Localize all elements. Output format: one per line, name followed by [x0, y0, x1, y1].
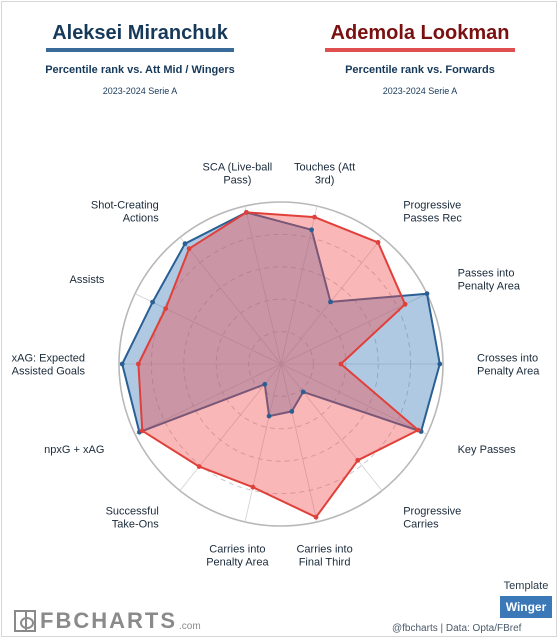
- data-point: [415, 427, 421, 433]
- category-label-line: Penalty Area: [458, 281, 521, 293]
- logo-mark-icon: [14, 610, 36, 632]
- category-label: npxG + xAG: [44, 444, 104, 456]
- data-point: [437, 361, 443, 367]
- data-point: [186, 246, 192, 252]
- data-point: [312, 214, 317, 220]
- spoke-8: [280, 363, 318, 523]
- player1-subtitle: Percentile rank vs. Att Mid / Wingers: [45, 64, 235, 76]
- category-label-line: Shot-Creating: [91, 199, 159, 211]
- category-label-line: Passes Rec: [403, 212, 462, 224]
- category-label-line: Passes into: [458, 268, 515, 280]
- data-point: [139, 428, 145, 434]
- spoke-6: [280, 363, 428, 435]
- data-credit: @fbcharts | Data: Opta/FBref: [392, 623, 522, 634]
- category-label-line: Penalty Area: [206, 557, 269, 569]
- player2-header: Ademola Lookman Percentile rank vs. Forw…: [300, 20, 540, 96]
- category-label-line: Key Passes: [458, 444, 517, 456]
- category-label-line: Take-Ons: [112, 519, 160, 531]
- category-label: Touches (Att 3rd): [294, 161, 355, 186]
- category-label-line: Actions: [123, 212, 160, 224]
- category-label-line: SCA (Live-ball: [203, 161, 273, 173]
- player2-subtitle: Percentile rank vs. Forwards: [345, 64, 495, 76]
- player1-name: Aleksei Miranchuk: [46, 20, 234, 52]
- player1-season: 2023-2024 Serie A: [102, 86, 178, 96]
- data-point: [424, 291, 430, 297]
- data-point: [250, 484, 256, 490]
- series-points-player2: [136, 210, 421, 520]
- spoke-14: [179, 237, 282, 365]
- category-label-line: Pass): [223, 174, 251, 186]
- category-label: Progressive Carries: [403, 506, 461, 531]
- category-label-line: Progressive: [403, 506, 461, 518]
- category-label-line: Assisted Goals: [12, 366, 86, 378]
- category-label: Passes into Penalty Area: [458, 268, 521, 293]
- category-label: Successful Take-Ons: [106, 506, 160, 531]
- category-label: SCA (Live-ball Pass): [203, 161, 273, 186]
- player2-season: 2023-2024 Serie A: [382, 86, 458, 96]
- data-point: [309, 227, 314, 233]
- spoke-2: [280, 205, 318, 365]
- category-label-line: Progressive: [403, 199, 461, 211]
- data-point: [262, 381, 268, 387]
- fbcharts-logo: FBCHARTS .com: [14, 606, 201, 632]
- data-point: [328, 299, 333, 305]
- category-label-line: xAG: Expected: [12, 353, 85, 365]
- spoke-9: [244, 363, 282, 523]
- logo-text: FBCHARTS: [40, 608, 177, 633]
- data-point: [338, 361, 344, 367]
- category-label-line: Final Third: [299, 557, 351, 569]
- category-label-line: Penalty Area: [477, 366, 540, 378]
- category-label-line: Assists: [70, 274, 105, 286]
- spoke-1: [244, 205, 282, 365]
- category-labels: SCA (Live-ball Pass) Touches (Att 3rd) Progr…: [12, 161, 541, 568]
- data-point: [300, 389, 306, 395]
- spoke-7: [280, 363, 383, 491]
- data-point: [375, 240, 381, 245]
- category-label: Carries into Penalty Area: [206, 544, 269, 569]
- logo-suffix: .com: [179, 621, 201, 632]
- template-badge: Winger: [500, 596, 552, 618]
- category-label: xAG: Expected Assisted Goals: [12, 353, 86, 378]
- category-label-line: Successful: [106, 506, 159, 518]
- data-point: [289, 409, 295, 414]
- spoke-13: [134, 293, 282, 365]
- data-point: [244, 210, 249, 215]
- data-point: [402, 301, 408, 307]
- category-label: Assists: [70, 274, 105, 286]
- category-label: Progressive Passes Rec: [403, 199, 462, 224]
- category-label-line: Touches (Att: [294, 161, 355, 173]
- category-label-line: Carries into: [209, 544, 265, 556]
- category-label: Key Passes: [458, 444, 517, 456]
- template-label: Template: [503, 580, 549, 592]
- data-point: [196, 464, 202, 469]
- data-point: [163, 306, 169, 311]
- player1-header: Aleksei Miranchuk Percentile rank vs. At…: [20, 20, 260, 96]
- data-point: [182, 241, 188, 247]
- radar-grid: [118, 201, 444, 527]
- player2-name: Ademola Lookman: [324, 20, 516, 52]
- category-label-line: 3rd): [315, 174, 335, 186]
- data-point: [119, 361, 125, 367]
- category-label: Shot-Creating Actions: [91, 199, 159, 224]
- category-label-line: Crosses into: [477, 353, 538, 365]
- data-point: [355, 457, 361, 463]
- category-label-line: Carries into: [296, 544, 352, 556]
- category-label-line: Carries: [403, 519, 439, 531]
- category-label: Carries into Final Third: [296, 544, 352, 569]
- spoke-11: [134, 363, 282, 435]
- data-point: [150, 299, 156, 305]
- data-point: [136, 361, 141, 367]
- data-point: [313, 514, 319, 520]
- category-label: Crosses into Penalty Area: [477, 353, 540, 378]
- data-point: [266, 413, 272, 419]
- category-label-line: npxG + xAG: [44, 444, 104, 456]
